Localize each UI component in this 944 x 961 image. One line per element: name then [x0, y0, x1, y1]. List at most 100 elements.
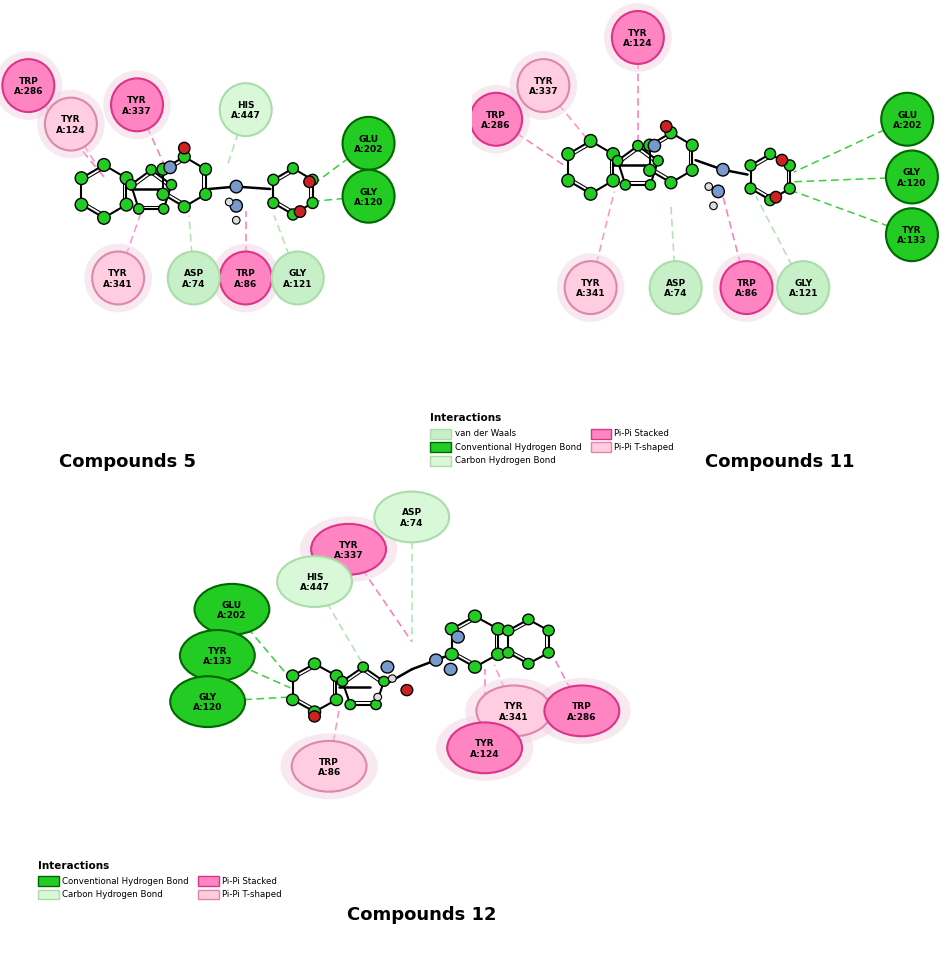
Text: Carbon Hydrogen Bond: Carbon Hydrogen Bond [62, 889, 163, 899]
Text: Carbon Hydrogen Bond: Carbon Hydrogen Bond [454, 456, 555, 465]
Ellipse shape [612, 12, 663, 65]
Circle shape [294, 207, 306, 218]
Circle shape [784, 184, 795, 195]
Ellipse shape [603, 4, 671, 73]
Text: TYR
A:124: TYR A:124 [469, 738, 499, 757]
Circle shape [502, 648, 514, 658]
Circle shape [776, 155, 787, 167]
Ellipse shape [311, 525, 385, 575]
Circle shape [665, 178, 676, 189]
Ellipse shape [299, 517, 396, 582]
Circle shape [685, 140, 698, 152]
Circle shape [97, 160, 110, 172]
Circle shape [133, 205, 143, 215]
Ellipse shape [517, 60, 568, 113]
FancyBboxPatch shape [198, 890, 219, 899]
Circle shape [308, 658, 320, 670]
Text: van der Waals: van der Waals [454, 429, 515, 438]
Circle shape [286, 671, 298, 682]
Circle shape [388, 676, 396, 682]
Text: TYR
A:124: TYR A:124 [622, 29, 652, 48]
Circle shape [308, 706, 320, 718]
Ellipse shape [880, 94, 932, 147]
Text: TYR
A:337: TYR A:337 [333, 540, 363, 559]
Text: TRP
A:286: TRP A:286 [13, 77, 43, 96]
Text: Pi-Pi Stacked: Pi-Pi Stacked [222, 875, 277, 885]
Circle shape [619, 181, 630, 191]
Circle shape [562, 149, 574, 161]
Text: HIS
A:447: HIS A:447 [230, 101, 261, 120]
Circle shape [665, 128, 676, 139]
Circle shape [491, 649, 504, 661]
Circle shape [230, 201, 242, 213]
Ellipse shape [272, 252, 323, 306]
Circle shape [159, 205, 169, 215]
Circle shape [374, 694, 381, 701]
Ellipse shape [179, 630, 255, 681]
Circle shape [126, 181, 136, 190]
Text: ASP
A:74: ASP A:74 [182, 269, 205, 288]
Circle shape [76, 173, 88, 185]
Circle shape [400, 685, 413, 696]
Text: Compounds 11: Compounds 11 [704, 453, 853, 470]
Circle shape [744, 160, 755, 172]
Ellipse shape [0, 52, 62, 121]
Text: Conventional Hydrogen Bond: Conventional Hydrogen Bond [454, 442, 581, 452]
Circle shape [430, 654, 442, 666]
Ellipse shape [532, 678, 630, 744]
Circle shape [502, 626, 514, 636]
Circle shape [226, 199, 233, 207]
Circle shape [709, 203, 716, 210]
Text: Pi-Pi T-shaped: Pi-Pi T-shaped [614, 442, 673, 452]
Circle shape [164, 162, 177, 175]
Ellipse shape [292, 741, 366, 792]
Circle shape [712, 186, 724, 199]
Circle shape [643, 140, 655, 152]
Ellipse shape [435, 715, 532, 781]
FancyBboxPatch shape [38, 876, 59, 886]
Circle shape [157, 164, 169, 176]
Ellipse shape [2, 60, 55, 113]
Circle shape [468, 610, 480, 623]
Ellipse shape [885, 151, 936, 205]
Text: Pi-Pi T-shaped: Pi-Pi T-shaped [222, 889, 281, 899]
Ellipse shape [649, 261, 700, 315]
Circle shape [769, 192, 781, 204]
Ellipse shape [211, 244, 279, 313]
Circle shape [522, 659, 533, 670]
Circle shape [744, 184, 755, 195]
Ellipse shape [462, 86, 530, 155]
Ellipse shape [103, 71, 171, 140]
Circle shape [612, 157, 622, 166]
FancyBboxPatch shape [590, 443, 611, 453]
Ellipse shape [170, 677, 244, 727]
Circle shape [166, 181, 177, 190]
Ellipse shape [194, 584, 269, 635]
Ellipse shape [469, 94, 521, 147]
Text: TYR
A:124: TYR A:124 [56, 115, 86, 135]
Circle shape [643, 165, 655, 177]
Text: Interactions: Interactions [430, 413, 500, 423]
Circle shape [286, 694, 298, 705]
Ellipse shape [565, 261, 615, 315]
Circle shape [380, 661, 394, 674]
Circle shape [267, 175, 278, 186]
Circle shape [178, 152, 190, 163]
Ellipse shape [280, 733, 378, 800]
Circle shape [307, 175, 318, 186]
Text: TYR
A:133: TYR A:133 [896, 226, 926, 245]
Text: ASP
A:74: ASP A:74 [399, 507, 423, 527]
Text: TRP
A:86: TRP A:86 [234, 269, 257, 288]
Text: Interactions: Interactions [38, 860, 109, 870]
Circle shape [287, 163, 298, 175]
FancyBboxPatch shape [430, 430, 450, 439]
Circle shape [345, 700, 355, 710]
Text: GLY
A:120: GLY A:120 [896, 168, 926, 187]
FancyBboxPatch shape [198, 876, 219, 886]
Ellipse shape [219, 252, 272, 306]
Circle shape [451, 631, 464, 643]
Ellipse shape [343, 171, 395, 224]
Circle shape [652, 157, 663, 166]
Ellipse shape [544, 686, 618, 736]
Ellipse shape [84, 244, 152, 313]
